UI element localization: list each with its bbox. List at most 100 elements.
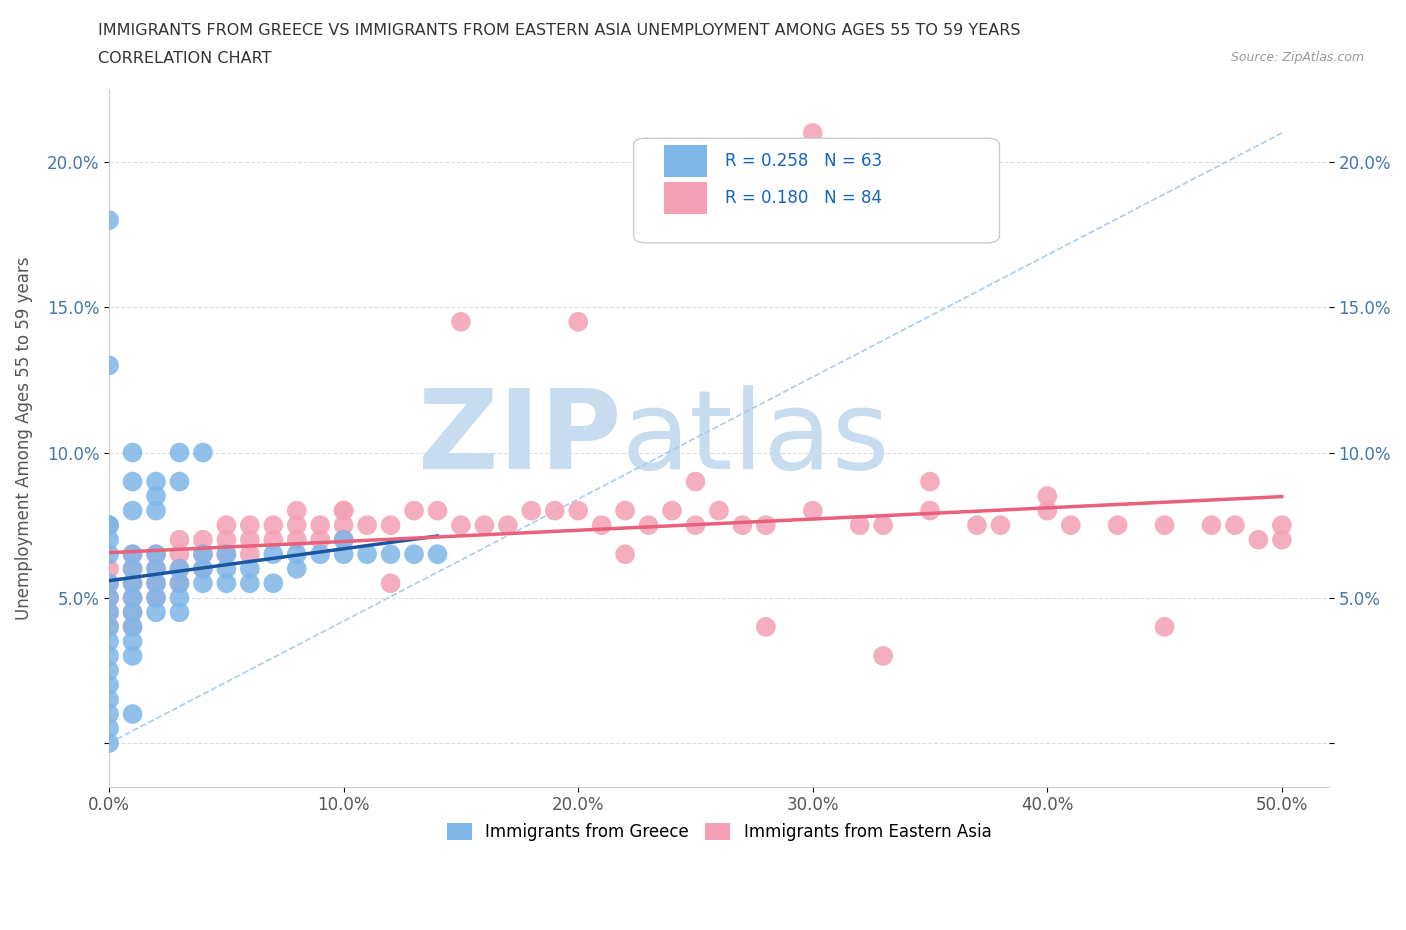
Point	[567, 503, 589, 518]
Point	[191, 532, 214, 547]
Point	[121, 562, 143, 577]
Point	[872, 518, 894, 533]
Point	[474, 518, 496, 533]
Point	[98, 591, 121, 605]
Point	[990, 518, 1012, 533]
Point	[98, 721, 121, 736]
Point	[262, 518, 284, 533]
Point	[121, 619, 143, 634]
Point	[966, 518, 988, 533]
Point	[169, 445, 191, 460]
Point	[98, 692, 121, 707]
Point	[215, 576, 238, 591]
Point	[402, 503, 425, 518]
Point	[380, 547, 402, 562]
Point	[637, 518, 659, 533]
Point	[262, 547, 284, 562]
Point	[169, 576, 191, 591]
Point	[191, 562, 214, 577]
Y-axis label: Unemployment Among Ages 55 to 59 years: Unemployment Among Ages 55 to 59 years	[15, 257, 32, 619]
Point	[98, 619, 121, 634]
Point	[98, 604, 121, 619]
Point	[121, 591, 143, 605]
Point	[309, 547, 332, 562]
Point	[169, 562, 191, 577]
Point	[121, 707, 143, 722]
Point	[1153, 518, 1175, 533]
Point	[98, 707, 121, 722]
Legend: Immigrants from Greece, Immigrants from Eastern Asia: Immigrants from Greece, Immigrants from …	[440, 817, 998, 848]
Point	[426, 547, 449, 562]
Point	[239, 518, 262, 533]
Point	[145, 547, 167, 562]
Point	[1201, 518, 1223, 533]
Point	[169, 532, 191, 547]
Point	[380, 576, 402, 591]
Point	[285, 518, 308, 533]
Text: IMMIGRANTS FROM GREECE VS IMMIGRANTS FROM EASTERN ASIA UNEMPLOYMENT AMONG AGES 5: IMMIGRANTS FROM GREECE VS IMMIGRANTS FRO…	[98, 23, 1021, 38]
Point	[332, 503, 354, 518]
Point	[145, 474, 167, 489]
Bar	[664, 182, 707, 214]
Point	[1247, 532, 1270, 547]
Point	[121, 474, 143, 489]
Point	[450, 314, 472, 329]
Point	[285, 503, 308, 518]
Point	[121, 547, 143, 562]
Point	[731, 518, 754, 533]
Point	[1223, 518, 1246, 533]
Text: R = 0.180   N = 84: R = 0.180 N = 84	[725, 189, 882, 207]
Point	[262, 576, 284, 591]
Point	[98, 677, 121, 692]
Point	[285, 562, 308, 577]
Point	[356, 547, 378, 562]
Point	[1036, 488, 1059, 503]
Point	[239, 576, 262, 591]
Text: ZIP: ZIP	[418, 384, 621, 492]
Point	[614, 547, 637, 562]
Point	[402, 547, 425, 562]
Point	[239, 562, 262, 577]
Point	[215, 532, 238, 547]
Point	[98, 213, 121, 228]
Point	[285, 547, 308, 562]
Point	[145, 503, 167, 518]
Point	[755, 619, 778, 634]
Point	[1060, 518, 1083, 533]
Point	[309, 518, 332, 533]
Point	[215, 562, 238, 577]
Point	[98, 663, 121, 678]
Text: Source: ZipAtlas.com: Source: ZipAtlas.com	[1230, 51, 1364, 64]
Bar	[664, 145, 707, 177]
Point	[1107, 518, 1129, 533]
Point	[239, 547, 262, 562]
Text: atlas: atlas	[621, 384, 890, 492]
Point	[98, 562, 121, 577]
Point	[285, 532, 308, 547]
Point	[332, 547, 354, 562]
Point	[1153, 619, 1175, 634]
Point	[98, 518, 121, 533]
Point	[121, 634, 143, 649]
Point	[98, 547, 121, 562]
Point	[496, 518, 519, 533]
Point	[121, 576, 143, 591]
Point	[520, 503, 543, 518]
Text: R = 0.258   N = 63: R = 0.258 N = 63	[725, 153, 882, 170]
Point	[121, 576, 143, 591]
Point	[591, 518, 613, 533]
Point	[169, 604, 191, 619]
Point	[121, 604, 143, 619]
Point	[1036, 503, 1059, 518]
Text: CORRELATION CHART: CORRELATION CHART	[98, 51, 271, 66]
Point	[191, 547, 214, 562]
Point	[98, 518, 121, 533]
Point	[332, 518, 354, 533]
Point	[755, 518, 778, 533]
Point	[98, 648, 121, 663]
Point	[1271, 532, 1294, 547]
Point	[121, 445, 143, 460]
Point	[685, 518, 707, 533]
Point	[426, 503, 449, 518]
Point	[191, 576, 214, 591]
